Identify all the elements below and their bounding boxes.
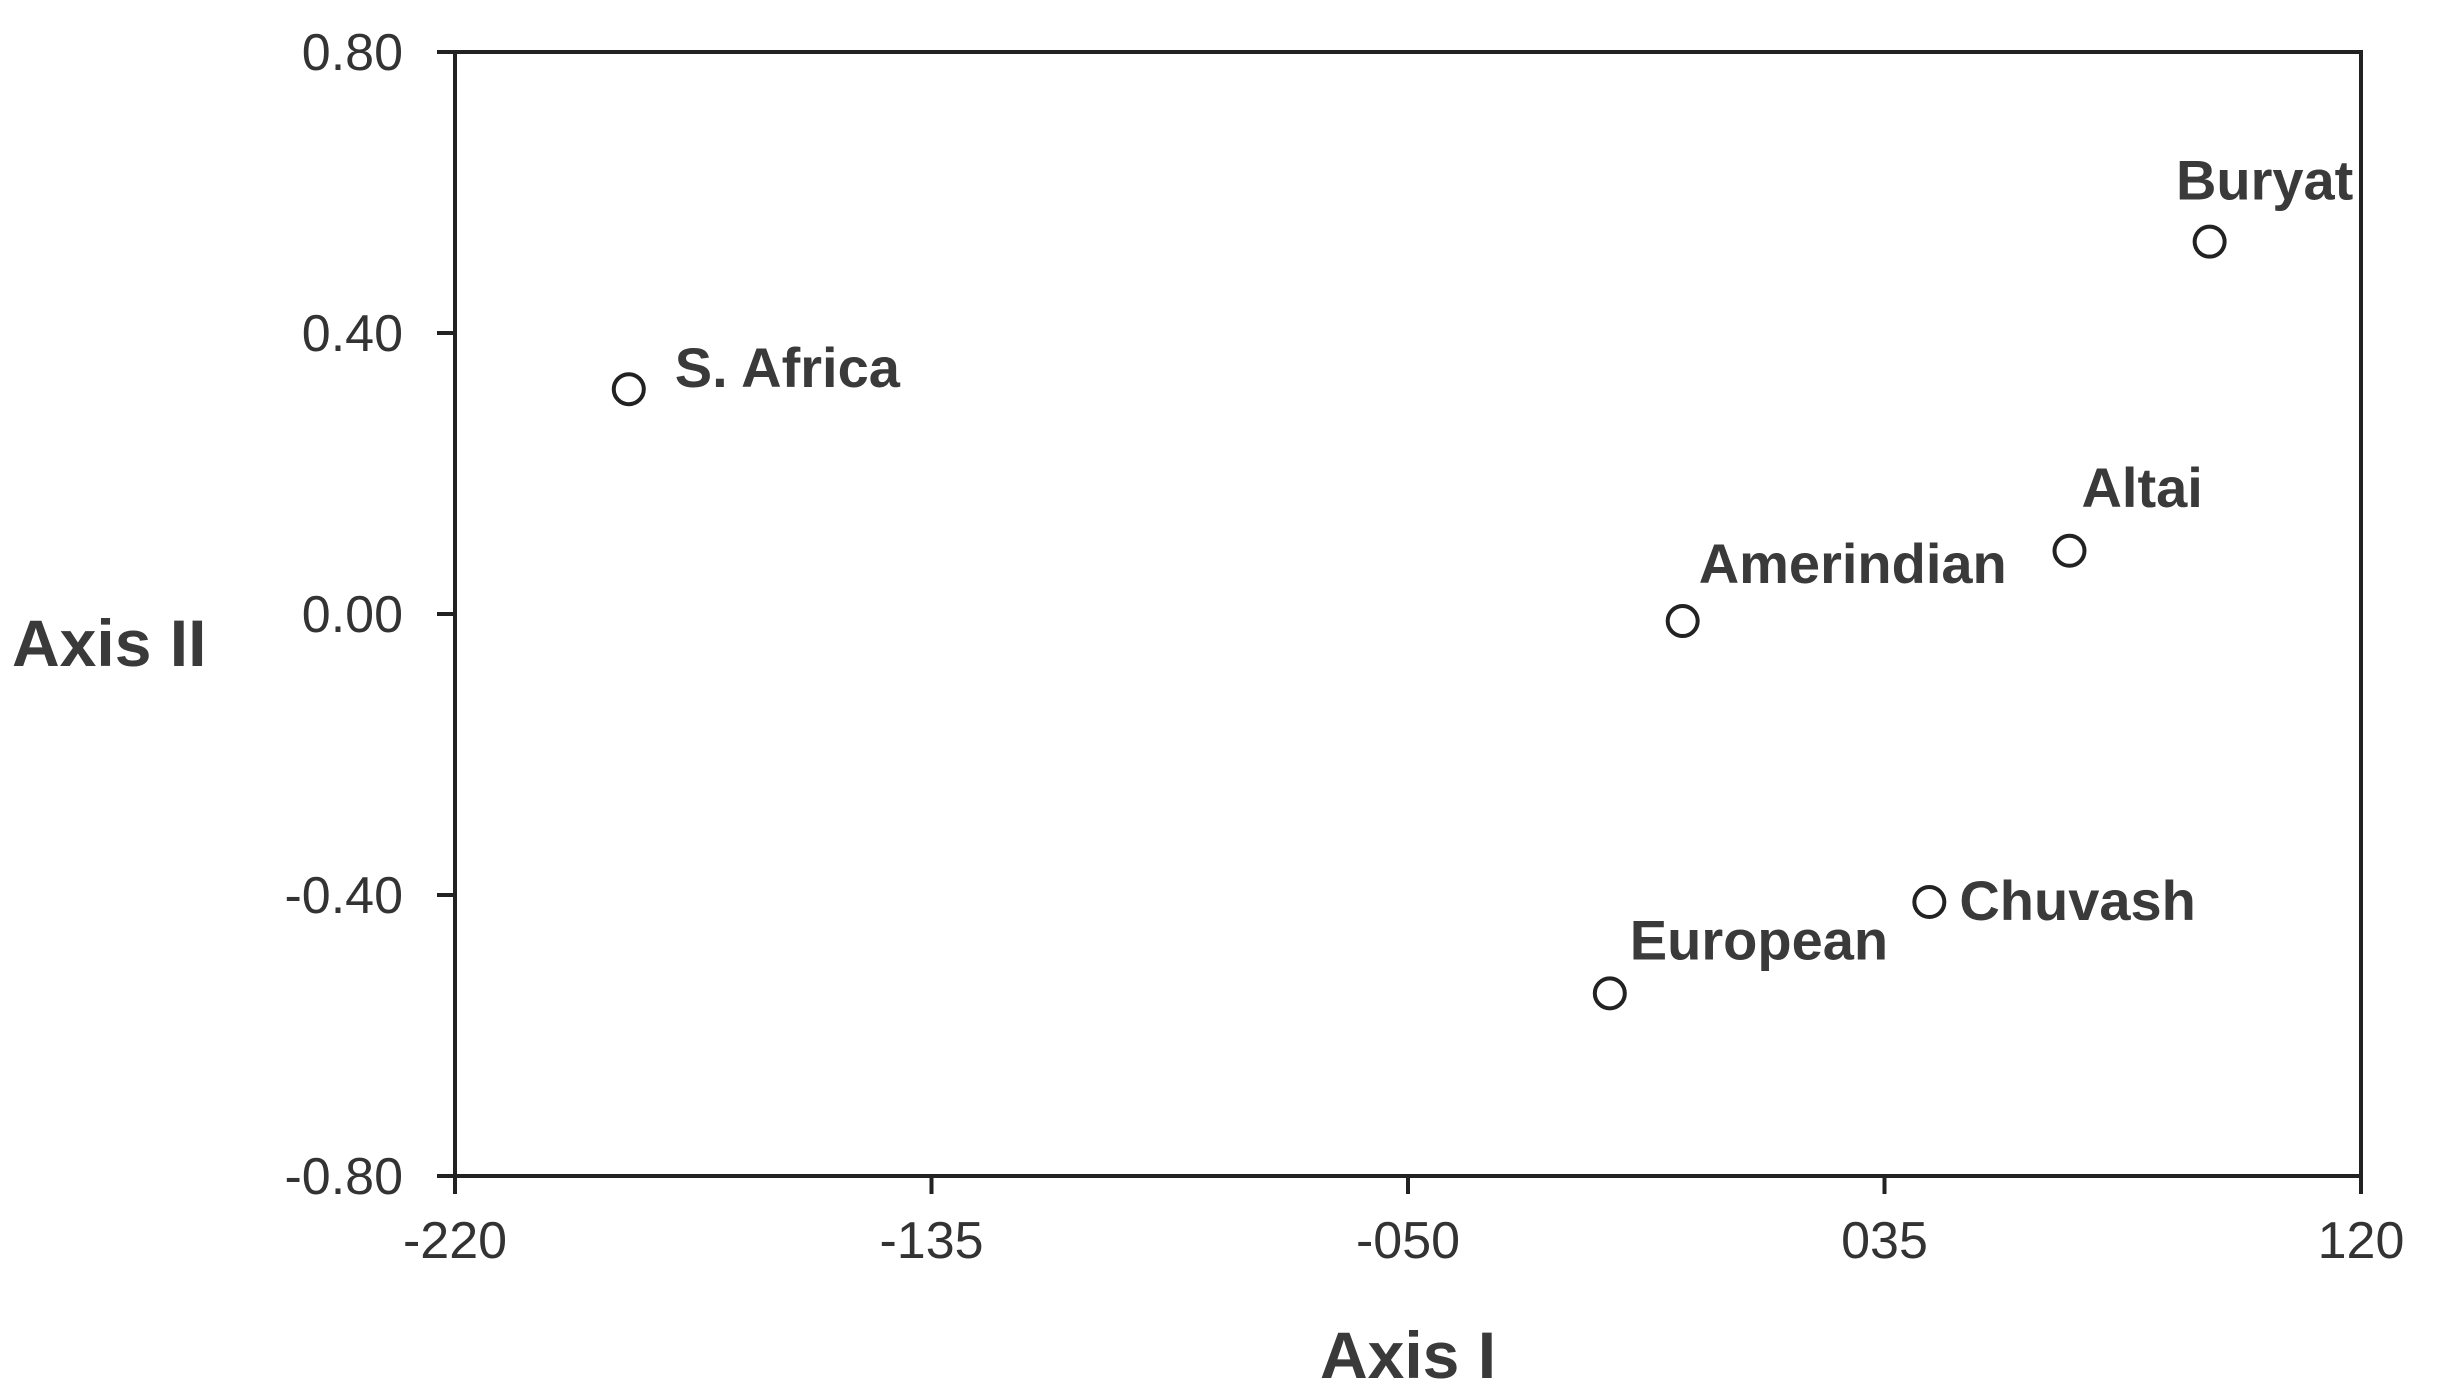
data-point bbox=[2192, 224, 2227, 259]
data-label: Chuvash bbox=[1959, 869, 2196, 932]
data-point bbox=[2052, 533, 2087, 568]
y-tick-label: -0.40 bbox=[284, 867, 403, 925]
plot-frame bbox=[453, 50, 2363, 1178]
data-label: Amerindian bbox=[1699, 532, 2007, 595]
data-point bbox=[611, 372, 646, 407]
x-tick-label: 120 bbox=[2318, 1212, 2405, 1270]
data-label: Altai bbox=[2081, 456, 2202, 519]
y-axis: 0.80 0.40 0.00 -0.40 -0.80 bbox=[284, 24, 455, 1206]
x-tick-label: 035 bbox=[1841, 1212, 1928, 1270]
data-label: European bbox=[1630, 908, 1888, 971]
x-axis-title: Axis I bbox=[1320, 1318, 1496, 1392]
y-tick-label: 0.00 bbox=[302, 586, 403, 644]
x-tick-label: -220 bbox=[403, 1212, 507, 1270]
y-axis-title: Axis II bbox=[12, 606, 206, 680]
data-label: Buryat bbox=[2176, 149, 2353, 212]
y-tick-label: 0.40 bbox=[302, 305, 403, 363]
x-tick-label: -050 bbox=[1356, 1212, 1460, 1270]
y-tick-label: -0.80 bbox=[284, 1148, 403, 1206]
data-point bbox=[1665, 604, 1700, 639]
y-tick-label: 0.80 bbox=[302, 24, 403, 82]
data-point bbox=[1912, 885, 1947, 920]
x-axis: -220 -135 -050 035 120 bbox=[403, 1176, 2404, 1270]
data-label: S. Africa bbox=[675, 336, 901, 399]
data-point bbox=[1592, 976, 1627, 1011]
x-tick-label: -135 bbox=[879, 1212, 983, 1270]
data-points: S. Africa Amerindian Altai Buryat Chuvash Eur… bbox=[611, 149, 2353, 1011]
